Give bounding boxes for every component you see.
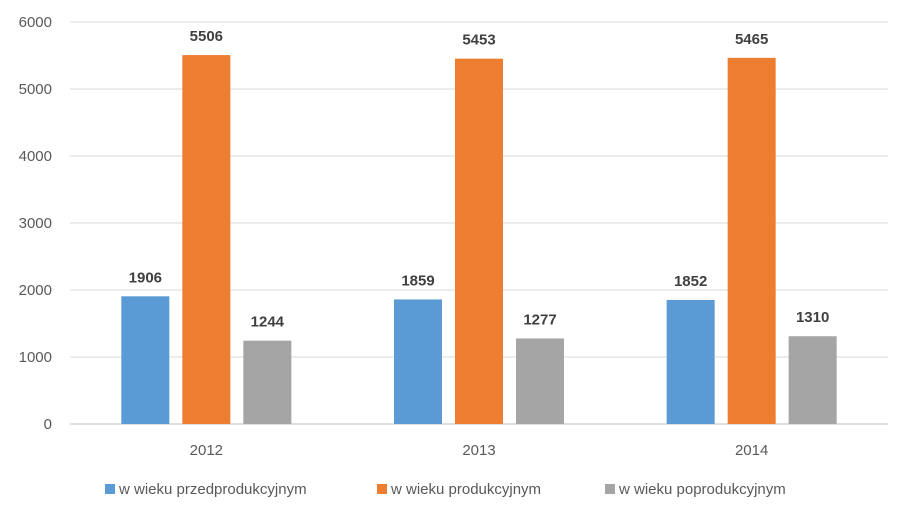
x-tick-label: 2012 [190, 442, 223, 459]
bar [666, 299, 715, 424]
data-label: 5453 [462, 32, 495, 49]
legend-label: w wieku produkcyjnym [390, 481, 541, 498]
bar [182, 55, 231, 425]
bar [516, 338, 564, 424]
data-label: 5465 [735, 31, 768, 48]
y-tick-label: 4000 [19, 148, 52, 165]
data-label: 1277 [523, 311, 556, 328]
legend-label: w wieku poprodukcyjnym [618, 481, 786, 498]
y-tick-label: 6000 [19, 14, 52, 31]
y-tick-label: 2000 [19, 282, 52, 299]
legend-swatch [105, 484, 115, 494]
x-tick-label: 2014 [735, 442, 768, 459]
bar [727, 57, 776, 424]
y-tick-label: 0 [44, 416, 52, 433]
data-label: 5506 [190, 28, 223, 45]
bar [788, 336, 837, 424]
data-label: 1852 [674, 273, 707, 290]
bar [243, 340, 292, 424]
y-tick-label: 5000 [19, 81, 52, 98]
legend-swatch [377, 484, 387, 494]
bar [121, 296, 170, 424]
bar [394, 299, 442, 424]
data-label: 1244 [251, 314, 285, 331]
data-label: 1906 [129, 269, 162, 286]
bar [455, 58, 503, 425]
legend-label: w wieku przedprodukcyjnym [118, 481, 307, 498]
y-tick-label: 3000 [19, 215, 52, 232]
y-tick-label: 1000 [19, 349, 52, 366]
x-tick-label: 2013 [462, 442, 495, 459]
legend-swatch [605, 484, 615, 494]
data-label: 1859 [401, 272, 434, 289]
data-label: 1310 [796, 309, 829, 326]
